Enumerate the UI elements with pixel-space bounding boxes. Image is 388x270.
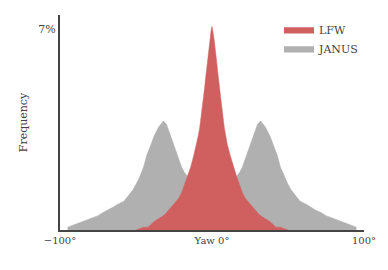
svg-text:Frequency: Frequency [17,92,30,152]
svg-text:JANUS: JANUS [318,43,358,56]
svg-text:Yaw 0°: Yaw 0° [194,235,230,246]
svg-text:7%: 7% [38,23,55,36]
svg-text:100°: 100° [352,235,376,246]
svg-text:−100°: −100° [44,235,76,246]
svg-text:LFW: LFW [319,24,346,37]
